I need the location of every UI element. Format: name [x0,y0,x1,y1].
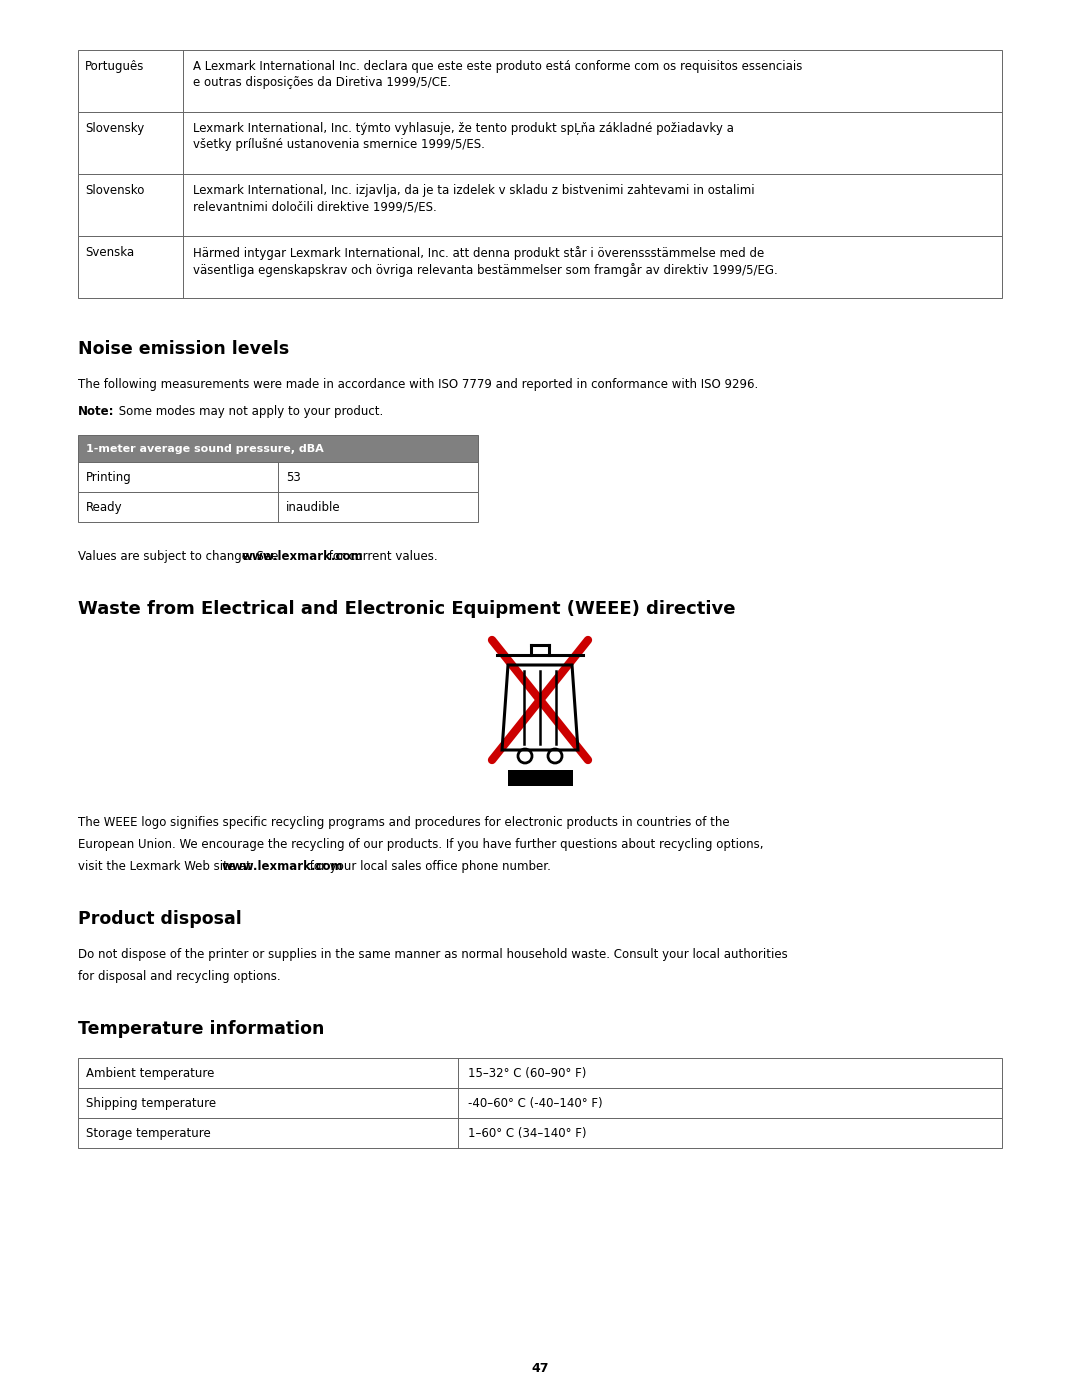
Text: European Union. We encourage the recycling of our products. If you have further : European Union. We encourage the recycli… [78,838,764,851]
FancyBboxPatch shape [78,50,1002,112]
Text: Waste from Electrical and Electronic Equipment (WEEE) directive: Waste from Electrical and Electronic Equ… [78,599,735,617]
Text: Português: Português [85,60,145,73]
Text: Härmed intygar Lexmark International, Inc. att denna produkt står i överenssstäm: Härmed intygar Lexmark International, In… [193,246,778,277]
Text: Values are subject to change. See: Values are subject to change. See [78,550,282,563]
Text: Svenska: Svenska [85,246,134,258]
Text: 1–60° C (34–140° F): 1–60° C (34–140° F) [468,1126,586,1140]
Text: visit the Lexmark Web site at: visit the Lexmark Web site at [78,861,255,873]
Text: Temperature information: Temperature information [78,1020,324,1038]
Text: Slovensko: Slovensko [85,184,145,197]
Text: Storage temperature: Storage temperature [86,1126,211,1140]
FancyBboxPatch shape [78,462,478,492]
Text: Ambient temperature: Ambient temperature [86,1066,214,1080]
FancyBboxPatch shape [78,175,1002,236]
FancyBboxPatch shape [78,434,478,462]
FancyBboxPatch shape [508,770,572,787]
Text: The following measurements were made in accordance with ISO 7779 and reported in: The following measurements were made in … [78,379,758,391]
Text: Printing: Printing [86,471,132,483]
Text: inaudible: inaudible [286,500,340,514]
Text: 53: 53 [286,471,300,483]
FancyBboxPatch shape [78,492,478,522]
FancyBboxPatch shape [78,236,1002,298]
Text: for disposal and recycling options.: for disposal and recycling options. [78,970,281,983]
FancyBboxPatch shape [78,1058,1002,1088]
Text: Slovensky: Slovensky [85,122,145,136]
Text: Product disposal: Product disposal [78,909,242,928]
Text: Note:: Note: [78,405,114,418]
Text: Do not dispose of the printer or supplies in the same manner as normal household: Do not dispose of the printer or supplie… [78,949,787,961]
Text: Lexmark International, Inc. izjavlja, da je ta izdelek v skladu z bistvenimi zah: Lexmark International, Inc. izjavlja, da… [193,184,755,212]
Text: Lexmark International, Inc. týmto vyhlasuje, že tento produkt spĻňa základné pož: Lexmark International, Inc. týmto vyhlas… [193,122,734,151]
Text: A Lexmark International Inc. declara que este este produto está conforme com os : A Lexmark International Inc. declara que… [193,60,802,89]
Text: for your local sales office phone number.: for your local sales office phone number… [306,861,551,873]
Text: Some modes may not apply to your product.: Some modes may not apply to your product… [114,405,383,418]
Text: www.lexmark.com: www.lexmark.com [241,550,363,563]
Text: -40–60° C (-40–140° F): -40–60° C (-40–140° F) [468,1097,603,1109]
FancyBboxPatch shape [78,112,1002,175]
Text: 47: 47 [531,1362,549,1376]
Text: 1-meter average sound pressure, dBA: 1-meter average sound pressure, dBA [86,443,324,454]
Text: Shipping temperature: Shipping temperature [86,1097,216,1109]
Text: The WEEE logo signifies specific recycling programs and procedures for electroni: The WEEE logo signifies specific recycli… [78,816,730,828]
Text: 15–32° C (60–90° F): 15–32° C (60–90° F) [468,1066,586,1080]
Text: Ready: Ready [86,500,123,514]
FancyBboxPatch shape [78,1118,1002,1148]
Text: Noise emission levels: Noise emission levels [78,339,289,358]
Text: www.lexmark.com: www.lexmark.com [222,861,343,873]
Text: for current values.: for current values. [325,550,437,563]
FancyBboxPatch shape [78,1088,1002,1118]
